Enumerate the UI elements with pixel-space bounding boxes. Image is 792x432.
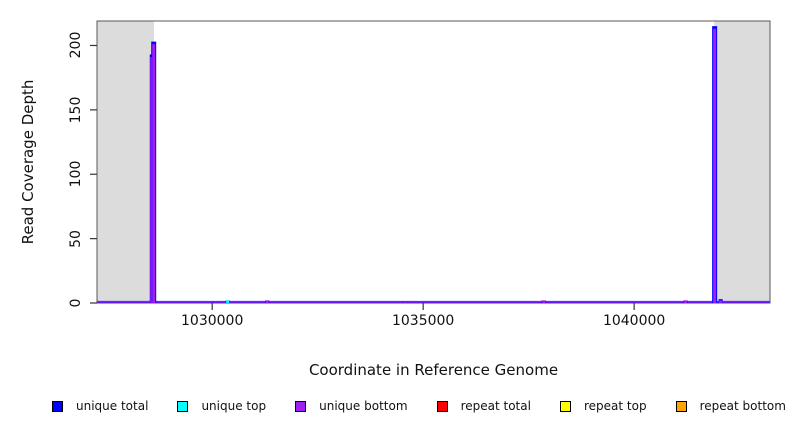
plot-box — [96, 20, 771, 304]
coverage-spike-unique-bottom — [152, 44, 156, 304]
legend-item-label: unique top — [201, 399, 267, 413]
unique-total-swatch-icon — [52, 400, 63, 412]
masked-region — [714, 21, 770, 303]
y-tick-label: 100 — [68, 160, 84, 188]
repeat-top-swatch-icon — [559, 400, 571, 412]
coverage-spike-unique-bottom — [713, 28, 717, 304]
masked-region — [97, 21, 154, 303]
coverage-spike-unique-bottom — [684, 300, 688, 303]
legend-item-repeat-bottom: repeat bottom — [675, 399, 786, 413]
legend-item-unique-bottom: unique bottom — [295, 399, 408, 413]
legend-item-label: unique bottom — [319, 399, 408, 413]
legend-item-repeat-top: repeat top — [559, 399, 647, 413]
coverage-spike-unique-bottom — [542, 300, 546, 303]
coverage-spike-unique-bottom — [403, 301, 407, 303]
legend: unique total unique top unique bottom repea… — [52, 395, 786, 417]
repeat-total-swatch-icon — [436, 400, 448, 412]
unique-top-swatch-icon — [177, 400, 189, 412]
x-tick-label: 1030000 — [181, 313, 244, 329]
legend-item-unique-top: unique top — [177, 399, 266, 413]
baseline-unique-bottom — [97, 301, 770, 303]
legend-item-label: unique total — [76, 399, 149, 413]
legend-item-unique-total: unique total — [52, 399, 148, 413]
x-tick-label: 1035000 — [391, 313, 455, 329]
coverage-spike-unique-top — [226, 300, 230, 303]
repeat-bottom-swatch-icon — [675, 400, 687, 412]
y-tick-label: 50 — [68, 229, 84, 248]
x-tick-label: 1040000 — [602, 313, 666, 329]
y-tick-label: 200 — [68, 32, 84, 59]
legend-item-label: repeat top — [583, 399, 647, 413]
y-tick-label: 150 — [68, 96, 84, 124]
x-axis-title: Coordinate in Reference Genome — [308, 361, 559, 379]
coverage-spike-unique-bottom — [265, 300, 269, 303]
y-tick-label: 0 — [68, 298, 84, 308]
coverage-spike-unique-bottom — [719, 300, 723, 303]
legend-item-repeat-total: repeat total — [436, 399, 531, 413]
coverage-spike-unique-bottom — [150, 57, 152, 303]
y-axis-title: Read Coverage Depth — [19, 79, 37, 245]
legend-item-label: repeat bottom — [699, 399, 786, 413]
unique-bottom-swatch-icon — [295, 400, 307, 412]
legend-item-label: repeat total — [460, 399, 531, 413]
